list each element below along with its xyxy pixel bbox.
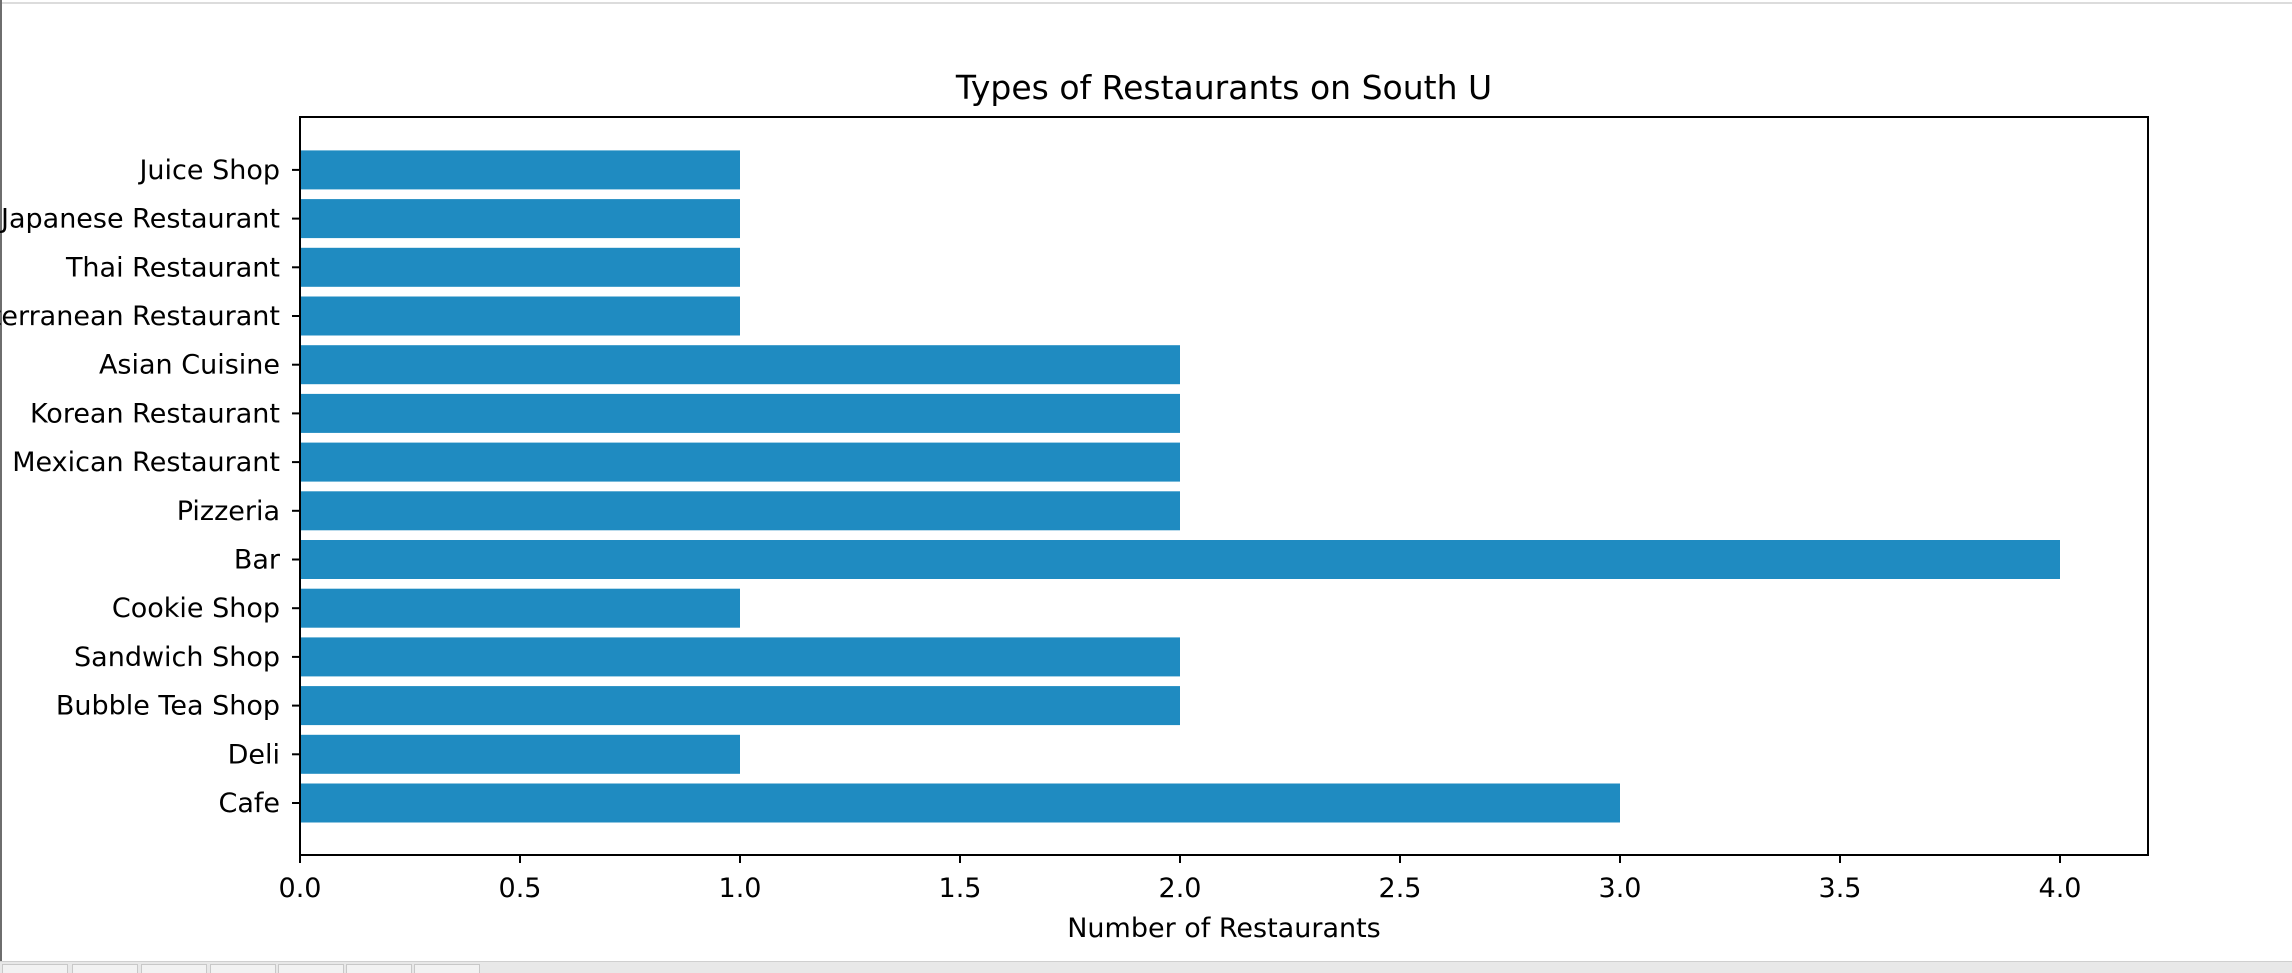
y-tick-label: Mexican Restaurant	[12, 447, 280, 478]
toolbar-tab[interactable]	[141, 964, 207, 973]
y-tick-label: Bar	[234, 545, 281, 576]
bar-asian-cuisine	[300, 345, 1180, 385]
bar-mexican-restaurant	[300, 442, 1180, 482]
y-tick-label: Deli	[228, 739, 280, 770]
y-tick-label: Cafe	[218, 788, 280, 819]
window-top-border	[0, 2, 2292, 4]
x-axis-label: Number of Restaurants	[1067, 913, 1381, 944]
bar-cookie-shop	[300, 588, 740, 628]
y-tick-label: Thai Restaurant	[65, 252, 280, 283]
chart-title: Types of Restaurants on South U	[955, 68, 1492, 107]
y-tick-label: Bubble Tea Shop	[56, 691, 280, 722]
x-tick-label: 0.0	[279, 873, 322, 904]
toolbar-tab[interactable]	[210, 964, 276, 973]
x-tick-label: 1.0	[719, 873, 762, 904]
bar-juice-shop	[300, 150, 740, 190]
y-tick-label: Sandwich Shop	[74, 642, 280, 673]
y-tick-label: Korean Restaurant	[30, 398, 280, 429]
bar-mediterranean-restaurant	[300, 296, 740, 336]
bottom-toolbar-strip	[0, 961, 2292, 973]
y-tick-label: Pizzeria	[177, 496, 280, 527]
x-tick-label: 0.5	[499, 873, 542, 904]
bar-thai-restaurant	[300, 247, 740, 287]
toolbar-tab[interactable]	[346, 964, 412, 973]
bar-bubble-tea-shop	[300, 686, 1180, 726]
x-tick-label: 4.0	[2039, 873, 2082, 904]
x-tick-label: 1.5	[939, 873, 982, 904]
bar-japanese-restaurant	[300, 199, 740, 239]
bar-sandwich-shop	[300, 637, 1180, 677]
bar-deli	[300, 734, 740, 774]
x-tick-label: 3.0	[1599, 873, 1642, 904]
toolbar-tab[interactable]	[414, 964, 480, 973]
y-tick-label: Japanese Restaurant	[0, 204, 280, 235]
x-axis-ticks: 0.0 0.5 1.0 1.5 2.0 2.5 3.0 3.5 4.0	[279, 855, 2082, 904]
axes-frame	[299, 116, 2149, 856]
bar-pizzeria	[300, 491, 1180, 531]
y-tick-label: Mediterranean Restaurant	[0, 301, 280, 332]
bar-bar	[300, 540, 2060, 579]
x-tick-label: 2.0	[1159, 873, 1202, 904]
bar-korean-restaurant	[300, 393, 1180, 433]
bar-cafe	[300, 783, 1620, 823]
toolbar-tab[interactable]	[278, 964, 344, 973]
toolbar-tab[interactable]	[72, 964, 138, 973]
x-tick-label: 2.5	[1379, 873, 1422, 904]
y-tick-label: Cookie Shop	[112, 593, 280, 624]
x-tick-label: 3.5	[1819, 873, 1862, 904]
toolbar-tab[interactable]	[2, 964, 68, 973]
window-left-border	[0, 0, 2, 962]
y-tick-label: Asian Cuisine	[99, 350, 280, 381]
y-tick-label: Juice Shop	[137, 155, 280, 186]
bars-group	[300, 150, 2060, 823]
y-axis-ticks: Cafe Deli Bubble Tea Shop Sandwich Shop Cook…	[0, 155, 300, 819]
